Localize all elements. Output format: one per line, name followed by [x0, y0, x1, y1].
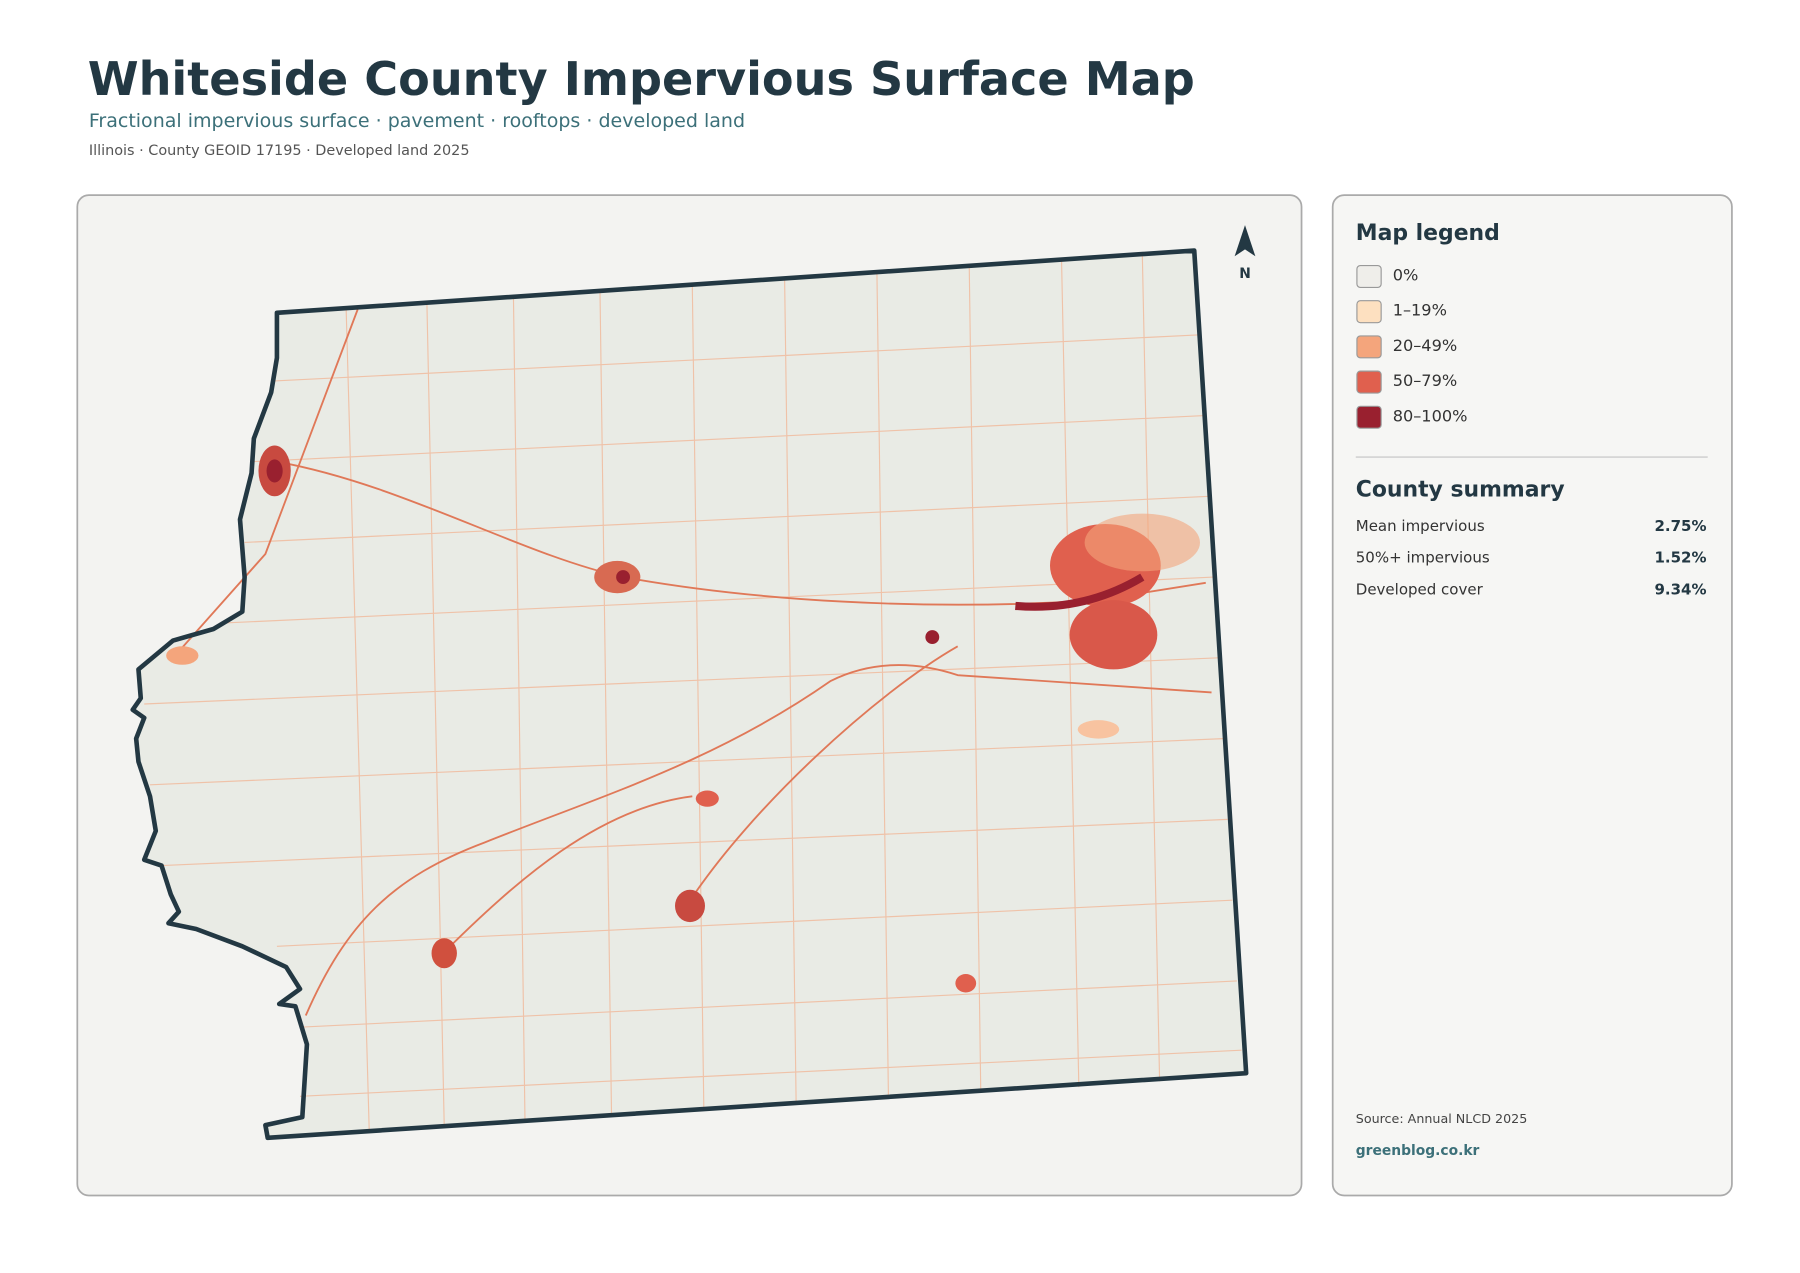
- source: Source: Annual NLCD 2025: [1356, 1111, 1528, 1126]
- summary-value: 2.75%: [1654, 517, 1706, 535]
- meta: Illinois · County GEOID 17195 · Develope…: [89, 143, 470, 159]
- north-arrow: [1234, 225, 1256, 257]
- towns: [166, 445, 1200, 993]
- legend-swatch: [1356, 335, 1382, 359]
- summary-label: Developed cover: [1356, 580, 1484, 598]
- map: N: [130, 225, 1256, 1141]
- legend-label: 20–49%: [1393, 336, 1457, 355]
- legend-label: 0%: [1393, 266, 1419, 285]
- county-outline: [130, 248, 1249, 1141]
- legend-swatch: [1356, 264, 1382, 289]
- summary-value: 1.52%: [1654, 549, 1706, 567]
- summary-value: 9.34%: [1654, 580, 1706, 598]
- county-fill: [132, 250, 1247, 1138]
- legend-label: 1–19%: [1393, 301, 1447, 320]
- legend-label: 80–100%: [1393, 406, 1468, 425]
- subtitle: Fractional impervious surface · pavement…: [89, 110, 745, 132]
- legend-swatch: [1356, 370, 1382, 394]
- summary: Mean impervious 2.75% 50%+ impervious 1.52%…: [1356, 517, 1707, 598]
- credit: greenblog.co.kr: [1356, 1143, 1480, 1159]
- legend-label: 50–79%: [1393, 371, 1457, 390]
- legend-swatch: [1356, 300, 1382, 324]
- summary-label: Mean impervious: [1356, 517, 1485, 535]
- legend-swatch: [1356, 405, 1382, 429]
- summary-title: County summary: [1356, 477, 1565, 502]
- road-grid: [144, 253, 1242, 1131]
- north-label: N: [1239, 266, 1251, 282]
- legend-title: Map legend: [1356, 221, 1500, 246]
- title: Whiteside County Impervious Surface Map: [88, 52, 1195, 106]
- legend: 0% 1–19% 20–49% 50–79% 80–100%: [1356, 264, 1468, 429]
- summary-label: 50%+ impervious: [1356, 549, 1490, 567]
- side-panel: [1331, 194, 1733, 1197]
